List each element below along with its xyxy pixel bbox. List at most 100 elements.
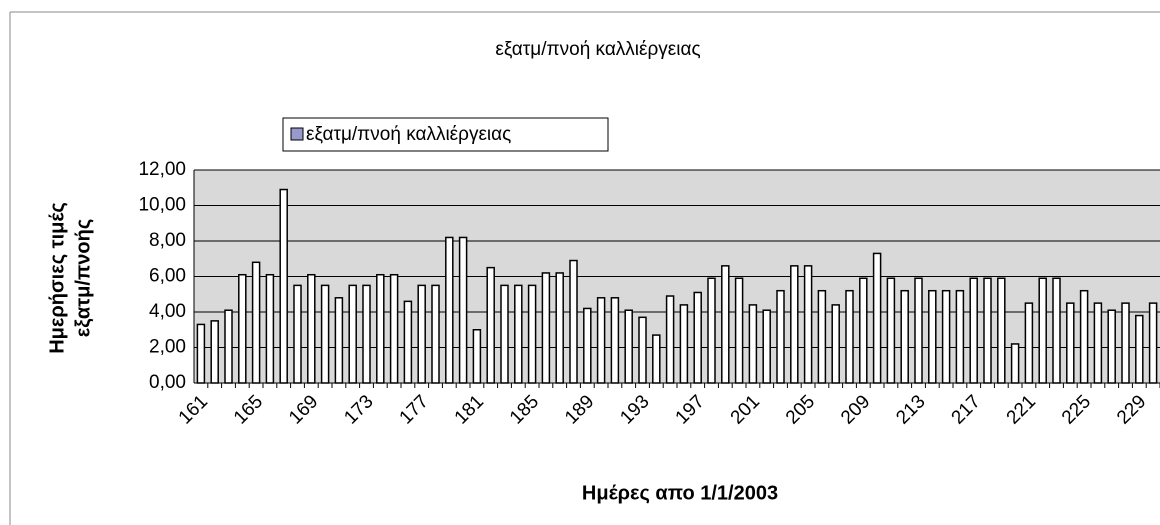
bar	[1148, 302, 1158, 384]
bar	[555, 272, 564, 384]
legend-label: εξατμ/πνοή καλλιέργειας	[306, 124, 511, 145]
bar	[997, 277, 1006, 384]
y-tick-label: 4,00	[149, 301, 186, 322]
bar	[265, 273, 275, 384]
legend	[282, 117, 609, 152]
bar	[196, 323, 206, 384]
bar	[831, 304, 840, 384]
bar	[307, 273, 316, 384]
bar	[665, 295, 675, 384]
y-axis-title: Ημερήσιες τιμές	[46, 202, 68, 354]
x-tick-label: 165	[230, 391, 267, 428]
x-axis-title: Ημέρες απο 1/1/2003	[582, 482, 778, 504]
bar	[776, 289, 785, 384]
bar	[1066, 302, 1075, 384]
bar	[376, 273, 385, 384]
x-tick-label: 181	[451, 391, 488, 428]
bar	[1010, 343, 1020, 384]
bar	[872, 252, 882, 384]
bar	[389, 273, 399, 384]
bar	[1121, 302, 1130, 384]
bar	[238, 273, 247, 384]
bar	[224, 309, 233, 384]
bar	[293, 284, 302, 384]
bar	[486, 266, 495, 384]
x-tick-label: 161	[175, 391, 212, 428]
x-tick-label: 217	[948, 391, 985, 428]
y-tick-label: 0,00	[149, 372, 186, 393]
x-tick-label: 197	[672, 391, 709, 428]
bar	[983, 277, 992, 384]
legend-swatch	[290, 127, 304, 141]
bar	[334, 297, 344, 384]
bar	[1135, 314, 1144, 384]
bar	[928, 289, 937, 384]
x-tick-label: 205	[782, 391, 819, 428]
chart-title: εξατμ/πνοή καλλιέργειας	[495, 39, 700, 60]
bar	[748, 304, 758, 384]
x-tick-label: 213	[892, 391, 929, 428]
bar	[348, 284, 357, 384]
bar	[541, 272, 551, 384]
y-tick-label: 12,00	[138, 159, 186, 180]
bar	[320, 284, 330, 384]
bar	[762, 309, 771, 384]
x-tick-label: 169	[285, 391, 322, 428]
y-tick-label: 2,00	[149, 337, 186, 358]
bar	[679, 304, 689, 384]
x-tick-label: 221	[1003, 391, 1040, 428]
bar	[693, 291, 702, 384]
bar	[955, 289, 965, 384]
bar	[279, 188, 288, 384]
bar	[969, 277, 978, 384]
bar	[845, 289, 854, 384]
bar	[569, 259, 578, 384]
bar	[1107, 309, 1116, 384]
bar	[1038, 277, 1047, 384]
bar	[886, 277, 896, 384]
bar	[417, 284, 426, 384]
y-tick-label: 8,00	[149, 230, 186, 251]
bar	[817, 289, 827, 384]
bar	[914, 277, 923, 384]
bar	[734, 277, 744, 384]
bar	[583, 307, 592, 384]
bar	[1093, 302, 1103, 384]
x-tick-label: 225	[1058, 391, 1095, 428]
bar	[638, 316, 647, 384]
x-tick-label: 173	[340, 391, 377, 428]
x-tick-label: 189	[561, 391, 598, 428]
y-axis-title: εξατμ/πνοής	[72, 219, 94, 337]
bar	[362, 284, 371, 384]
bar	[431, 284, 440, 384]
bar	[527, 284, 537, 384]
bar	[803, 265, 813, 384]
bar	[941, 289, 951, 384]
bar	[790, 265, 799, 384]
bar	[596, 297, 606, 384]
bar	[721, 265, 730, 384]
bar	[1024, 302, 1034, 384]
x-tick-label: 209	[837, 391, 874, 428]
x-tick-label: 229	[1113, 391, 1150, 428]
x-tick-label: 185	[506, 391, 543, 428]
x-tick-label: 193	[616, 391, 653, 428]
bar	[859, 277, 868, 384]
x-tick-label: 201	[727, 391, 764, 428]
bar	[458, 236, 468, 384]
bar	[210, 320, 219, 384]
bar	[514, 284, 523, 384]
bar	[445, 236, 454, 384]
bar	[707, 277, 716, 384]
bar	[500, 284, 509, 384]
bar	[1052, 277, 1061, 384]
x-tick-label: 177	[396, 391, 433, 428]
y-tick-label: 6,00	[149, 266, 186, 287]
bar	[472, 329, 482, 384]
bar	[624, 309, 633, 384]
bar	[610, 297, 620, 384]
bar	[900, 289, 909, 384]
bar	[1079, 289, 1089, 384]
bar	[403, 300, 413, 384]
